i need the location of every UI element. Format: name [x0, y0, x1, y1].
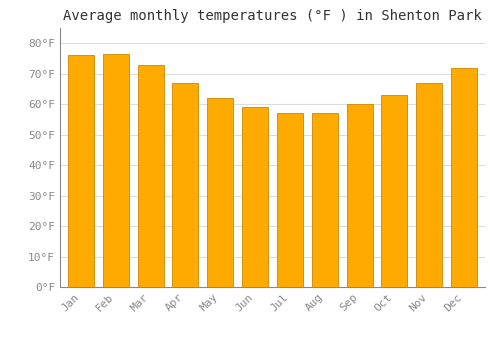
Bar: [138, 64, 164, 287]
Bar: [172, 83, 199, 287]
Bar: [242, 107, 268, 287]
Bar: [451, 68, 477, 287]
Bar: [416, 83, 442, 287]
Bar: [207, 98, 234, 287]
Bar: [382, 95, 407, 287]
Bar: [346, 104, 372, 287]
Bar: [312, 113, 338, 287]
Bar: [277, 113, 303, 287]
Bar: [68, 55, 94, 287]
Bar: [102, 54, 129, 287]
Title: Average monthly temperatures (°F ) in Shenton Park: Average monthly temperatures (°F ) in Sh…: [63, 9, 482, 23]
